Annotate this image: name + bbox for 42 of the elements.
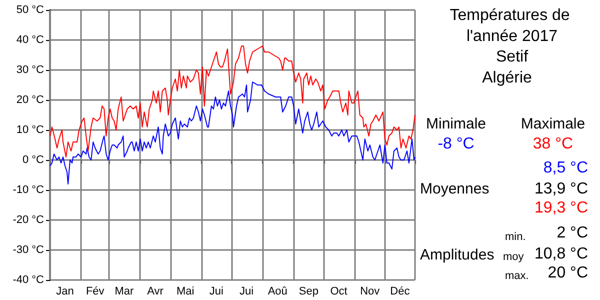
x-tick-label: Jan [56, 286, 74, 298]
text: 20 °C [548, 264, 588, 282]
text: 8,5 °C [543, 160, 588, 176]
x-tick-label: Oct [330, 286, 348, 298]
x-tick-label: Jui [209, 286, 224, 298]
x-tick-label: Fév [86, 286, 105, 298]
text: 19,3 °C [534, 200, 588, 216]
y-tick-label: 10 °C [16, 124, 44, 136]
x-tick-label: Jui [240, 286, 254, 298]
text: max. [505, 270, 529, 282]
text: 13,9 °C [534, 180, 588, 198]
y-tick-label: -20 °C [12, 214, 44, 226]
x-tick-label: Mar [114, 286, 134, 298]
x-tick-label: Avr [147, 286, 164, 298]
text: Setif [496, 48, 529, 66]
y-tick-label: 30 °C [16, 64, 44, 76]
x-tick-label: Sep [298, 286, 318, 298]
y-tick-label: 50 °C [16, 4, 44, 16]
text: Amplitudes [420, 246, 494, 264]
text: -8 °C [438, 136, 474, 152]
line-series [50, 46, 416, 158]
text: 2 °C [556, 224, 588, 242]
y-tick-label: 20 °C [16, 94, 44, 106]
text: 38 °C [532, 136, 574, 152]
y-tick-label: -10 °C [12, 184, 44, 196]
text: Maximale [520, 116, 586, 132]
x-tick-label: Aoû [268, 286, 288, 298]
text: moy [503, 251, 524, 263]
text: min. [505, 231, 526, 243]
text: 10,8 °C [534, 246, 588, 262]
text: Algérie [482, 70, 532, 86]
text: Minimale [426, 116, 486, 132]
y-tick-label: -40 °C [12, 274, 44, 286]
y-tick-label: 40 °C [16, 34, 44, 46]
line-series [50, 82, 416, 184]
text: Moyennes [420, 180, 490, 198]
text: Températures de l'année 2017 [450, 7, 574, 45]
x-tick-label: Nov [360, 286, 380, 298]
y-tick-label: -30 °C [12, 244, 44, 256]
x-tick-label: Déc [390, 286, 410, 298]
x-tick-label: Mai [176, 286, 194, 298]
y-tick-label: 0 °C [22, 154, 44, 166]
